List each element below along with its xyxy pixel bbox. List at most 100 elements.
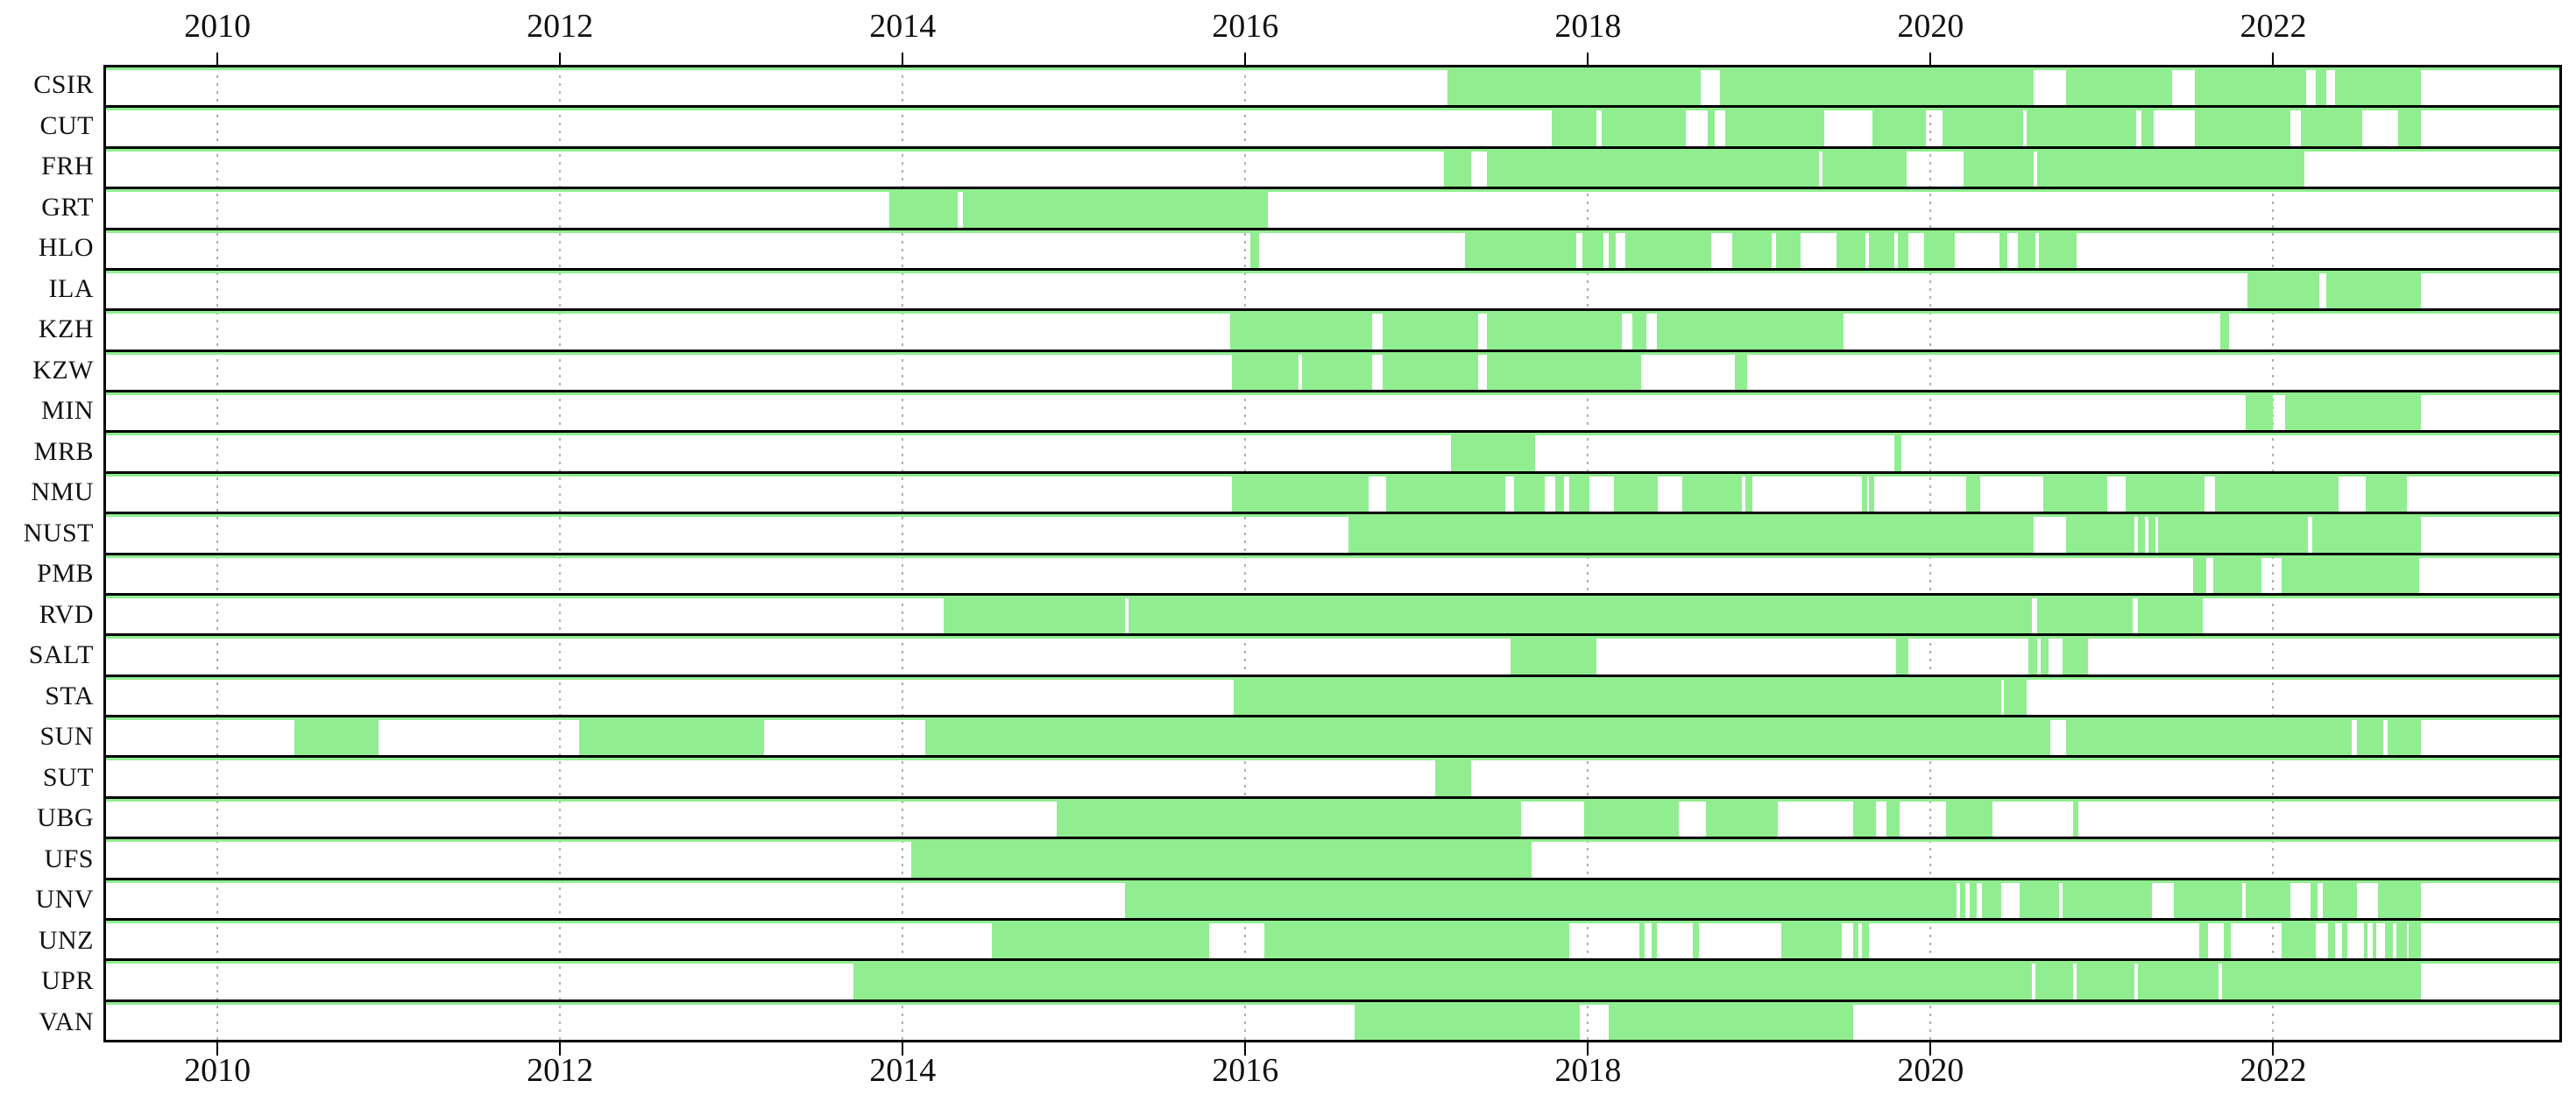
x-tick-label-bottom: 2014 [869, 1052, 937, 1089]
availability-bar [2043, 473, 2107, 512]
availability-bar [1731, 230, 1772, 268]
x-tick-bottom [1587, 1042, 1589, 1056]
station-label-SALT: SALT [28, 640, 94, 670]
availability-bar [1450, 433, 1535, 471]
x-tick-top [902, 53, 904, 65]
availability-bar [1853, 798, 1876, 837]
availability-bar [962, 189, 1268, 228]
station-label-SUN: SUN [39, 722, 94, 752]
timeline-row-ILA [106, 267, 2559, 309]
availability-bar [1886, 798, 1900, 837]
timeline-row-PMB [106, 552, 2559, 593]
plot-inner [106, 67, 2559, 1040]
availability-bar [2312, 514, 2421, 553]
x-tick-label-bottom: 2022 [2240, 1052, 2307, 1089]
timeline-row-KZH [106, 308, 2559, 350]
availability-bar [2300, 108, 2363, 146]
availability-bar [2036, 148, 2304, 187]
availability-bar [1584, 798, 1679, 837]
availability-bar [2223, 920, 2231, 959]
timeline-row-VAN [106, 999, 2559, 1040]
x-tick-top [1587, 53, 1589, 65]
station-label-UNV: UNV [35, 885, 94, 915]
x-tick-label-top: 2016 [1212, 8, 1279, 45]
availability-bar [2388, 717, 2421, 756]
availability-bar [1724, 108, 1825, 146]
x-tick-label-top: 2010 [184, 8, 251, 45]
availability-bar [1894, 433, 1902, 471]
availability-bar [2408, 920, 2421, 959]
availability-bar [2221, 961, 2421, 1000]
timeline-row-STA [106, 674, 2559, 715]
availability-bar [1869, 230, 1895, 268]
availability-bar [1555, 473, 1564, 512]
x-tick-label-bottom: 2020 [1897, 1052, 1964, 1089]
availability-bar [1382, 351, 1479, 390]
timeline-row-MIN [106, 390, 2559, 431]
availability-bar [1999, 230, 2008, 268]
availability-bar [2323, 879, 2358, 918]
station-label-NMU: NMU [31, 477, 94, 507]
availability-bar [2026, 108, 2137, 146]
availability-bar [2040, 636, 2049, 675]
availability-bar [991, 920, 1210, 959]
availability-bar [2326, 270, 2421, 309]
station-label-GRT: GRT [41, 192, 94, 222]
availability-bar [2062, 879, 2152, 918]
station-label-HLO: HLO [38, 233, 94, 263]
timeline-row-SALT [106, 633, 2559, 675]
station-label-UPR: UPR [41, 966, 94, 996]
station-label-SUT: SUT [42, 762, 94, 792]
station-label-UNZ: UNZ [38, 925, 94, 955]
x-tick-label-top: 2018 [1554, 8, 1622, 45]
availability-bar [2076, 961, 2135, 1000]
availability-bar [1568, 473, 1590, 512]
x-tick-bottom [902, 1042, 904, 1056]
availability-bar [2018, 230, 2035, 268]
availability-bar [2126, 473, 2205, 512]
station-label-VAN: VAN [39, 1007, 94, 1036]
availability-bar [2035, 961, 2073, 1000]
availability-bar [2194, 67, 2306, 106]
station-label-PMB: PMB [37, 559, 94, 589]
availability-bar [1057, 798, 1522, 837]
availability-bar [888, 189, 958, 228]
x-tick-label-bottom: 2012 [527, 1052, 594, 1089]
availability-bar [2004, 676, 2027, 715]
availability-bar [2246, 879, 2290, 918]
availability-bar [1692, 920, 1700, 959]
availability-bar [2357, 717, 2383, 756]
availability-bar [1486, 351, 1641, 390]
availability-bar [1486, 148, 1820, 187]
availability-bar [944, 595, 1126, 634]
availability-bar [2384, 920, 2394, 959]
availability-bar [2062, 636, 2089, 675]
station-label-MRB: MRB [33, 436, 94, 466]
availability-bar [1582, 230, 1603, 268]
availability-bar [2282, 920, 2317, 959]
availability-bar [2341, 920, 2347, 959]
availability-bar [1301, 351, 1372, 390]
availability-bar [2137, 514, 2145, 553]
availability-bar [1963, 148, 2034, 187]
timeline-row-SUT [106, 755, 2559, 796]
y-axis-station-labels: CSIR CUT FRH GRT HLO ILA KZH KZW MIN MRB NMU NUST PM… [0, 65, 94, 1042]
availability-bar [1129, 595, 2032, 634]
availability-bar [2398, 108, 2421, 146]
availability-bar [1735, 351, 1748, 390]
availability-bar [1970, 879, 1978, 918]
x-tick-label-top: 2012 [527, 8, 594, 45]
availability-bar [1263, 920, 1569, 959]
availability-bar [1229, 311, 1372, 350]
timeline-row-UFS [106, 837, 2559, 878]
availability-bar [1923, 230, 1955, 268]
availability-bar [1681, 473, 1743, 512]
availability-bar [1447, 67, 1702, 106]
availability-bar [2158, 514, 2308, 553]
timeline-row-KZW [106, 349, 2559, 390]
availability-bar [2038, 230, 2077, 268]
x-tick-top [1244, 53, 1247, 65]
availability-bar [1355, 1001, 1580, 1040]
availability-bar [2137, 961, 2219, 1000]
x-tick-label-bottom: 2010 [184, 1052, 251, 1089]
